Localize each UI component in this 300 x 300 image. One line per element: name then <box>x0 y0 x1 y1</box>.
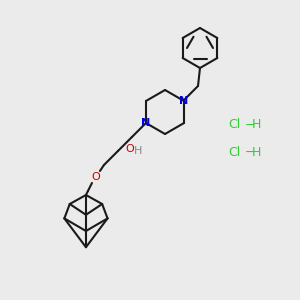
Text: H: H <box>252 118 261 131</box>
Text: H: H <box>252 146 261 158</box>
Text: −: − <box>245 118 256 131</box>
Text: −: − <box>245 146 256 158</box>
Text: O: O <box>126 144 134 154</box>
Text: Cl: Cl <box>228 118 240 131</box>
Text: Cl: Cl <box>228 146 240 158</box>
Text: H: H <box>134 146 142 156</box>
Text: N: N <box>141 118 151 128</box>
Text: N: N <box>179 96 189 106</box>
Text: O: O <box>92 172 100 182</box>
